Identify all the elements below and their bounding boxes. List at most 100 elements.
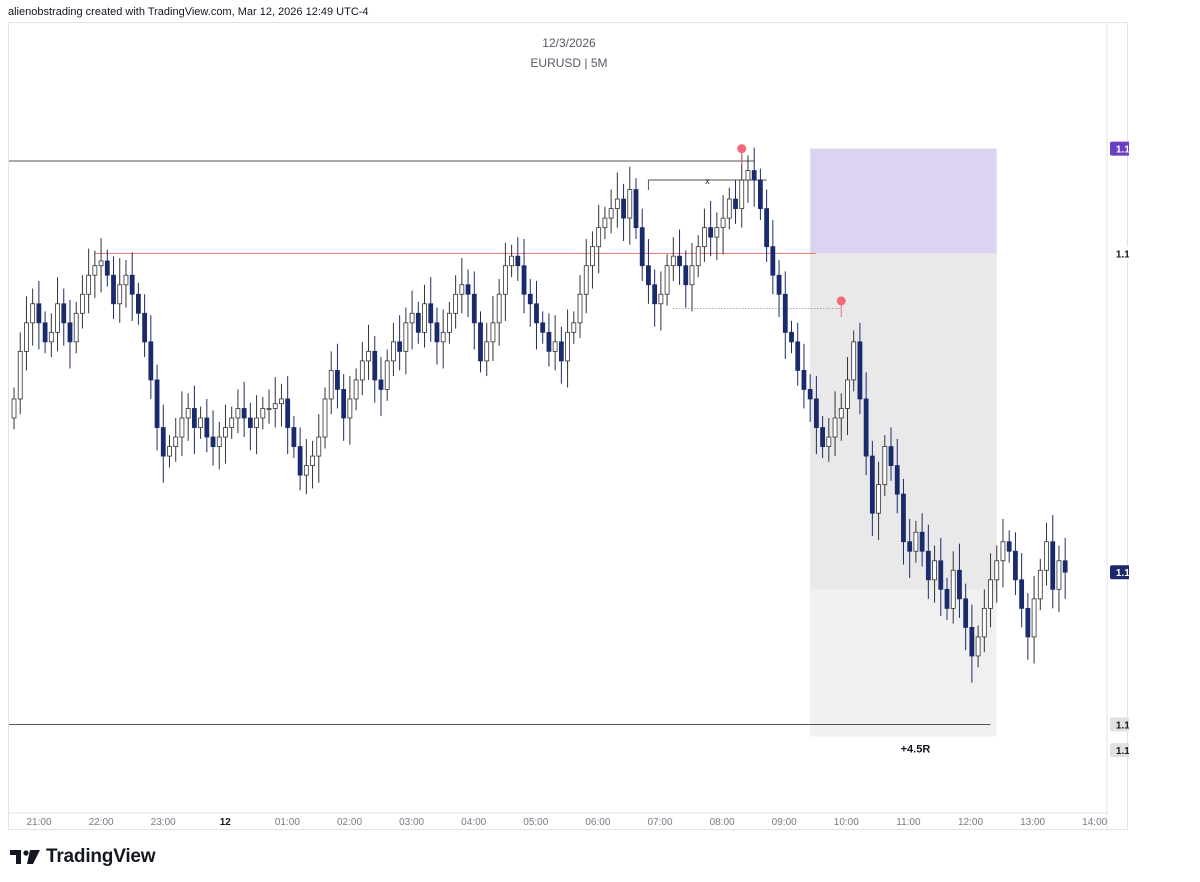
- candle[interactable]: [714, 227, 720, 238]
- candle[interactable]: [863, 398, 869, 457]
- candle[interactable]: [223, 427, 228, 438]
- candle[interactable]: [1056, 560, 1062, 590]
- candle[interactable]: [869, 455, 875, 514]
- candle[interactable]: [857, 341, 863, 400]
- candle[interactable]: [851, 341, 857, 381]
- candle[interactable]: [30, 303, 36, 324]
- candle[interactable]: [459, 284, 465, 295]
- candle[interactable]: [359, 360, 365, 381]
- candle[interactable]: [876, 484, 881, 514]
- candle[interactable]: [552, 341, 558, 352]
- candle[interactable]: [969, 626, 975, 657]
- candle[interactable]: [279, 398, 284, 405]
- candle[interactable]: [639, 227, 645, 267]
- candle[interactable]: [621, 198, 626, 219]
- candle[interactable]: [11, 398, 17, 419]
- candle[interactable]: [142, 312, 148, 343]
- candle[interactable]: [913, 531, 919, 552]
- price-badge[interactable]: [1110, 246, 1129, 261]
- candle[interactable]: [403, 322, 409, 352]
- candle[interactable]: [689, 265, 695, 286]
- candle[interactable]: [98, 260, 104, 267]
- candle[interactable]: [1000, 541, 1006, 562]
- candle[interactable]: [160, 427, 166, 457]
- candle[interactable]: [453, 293, 459, 314]
- candle[interactable]: [975, 636, 981, 657]
- swing-marker[interactable]: [737, 144, 747, 154]
- candle[interactable]: [241, 408, 247, 419]
- candle[interactable]: [770, 246, 776, 276]
- candle[interactable]: [185, 408, 191, 419]
- candle[interactable]: [129, 274, 135, 295]
- candle[interactable]: [353, 379, 359, 400]
- candle[interactable]: [291, 427, 297, 447]
- candle[interactable]: [322, 398, 328, 438]
- candle[interactable]: [310, 455, 315, 466]
- candle[interactable]: [838, 408, 844, 419]
- candle[interactable]: [1025, 607, 1031, 638]
- candle[interactable]: [148, 341, 154, 381]
- candle[interactable]: [664, 265, 670, 295]
- candle[interactable]: [17, 350, 23, 400]
- price-badge[interactable]: [1110, 717, 1129, 732]
- candle[interactable]: [434, 322, 440, 343]
- candle[interactable]: [104, 260, 110, 276]
- candle[interactable]: [1013, 550, 1018, 581]
- candle[interactable]: [1050, 541, 1056, 590]
- candle[interactable]: [42, 322, 48, 343]
- profit-zone-target[interactable]: [810, 589, 997, 737]
- candle[interactable]: [328, 370, 334, 400]
- candle[interactable]: [48, 331, 54, 343]
- candle[interactable]: [316, 436, 322, 457]
- candle[interactable]: [602, 217, 608, 229]
- candle[interactable]: [963, 598, 969, 628]
- candle[interactable]: [1044, 541, 1049, 571]
- candle[interactable]: [73, 312, 79, 343]
- candle[interactable]: [55, 303, 60, 333]
- candle[interactable]: [372, 350, 378, 381]
- candle[interactable]: [341, 389, 347, 419]
- candle[interactable]: [384, 360, 390, 390]
- candle[interactable]: [1037, 569, 1043, 600]
- candle[interactable]: [335, 370, 340, 390]
- candle[interactable]: [285, 398, 291, 428]
- candle[interactable]: [845, 379, 850, 409]
- candle[interactable]: [502, 265, 508, 295]
- candle[interactable]: [117, 284, 123, 305]
- candle[interactable]: [272, 403, 278, 409]
- candle[interactable]: [415, 312, 421, 333]
- candle[interactable]: [720, 217, 726, 229]
- candle[interactable]: [422, 303, 427, 333]
- candle[interactable]: [758, 179, 763, 210]
- candle[interactable]: [440, 331, 446, 343]
- candle[interactable]: [24, 322, 29, 352]
- candle[interactable]: [596, 227, 602, 248]
- candle[interactable]: [123, 274, 129, 286]
- candle[interactable]: [484, 341, 490, 362]
- candle[interactable]: [465, 284, 471, 295]
- price-badge[interactable]: [1110, 743, 1129, 758]
- candle[interactable]: [801, 370, 807, 390]
- candle[interactable]: [944, 588, 950, 609]
- candle[interactable]: [198, 417, 204, 428]
- candle[interactable]: [888, 446, 894, 466]
- candle[interactable]: [61, 303, 67, 324]
- candle[interactable]: [92, 265, 98, 276]
- candle[interactable]: [546, 331, 552, 352]
- candle[interactable]: [677, 255, 682, 267]
- stop-loss-zone[interactable]: [810, 148, 997, 254]
- candle[interactable]: [36, 303, 42, 324]
- candle[interactable]: [527, 293, 533, 305]
- candle[interactable]: [397, 341, 403, 352]
- candle[interactable]: [789, 331, 794, 343]
- candle[interactable]: [409, 312, 415, 324]
- candle[interactable]: [652, 284, 658, 305]
- candle[interactable]: [297, 446, 303, 476]
- candle[interactable]: [751, 170, 757, 181]
- candle[interactable]: [509, 255, 515, 267]
- candle[interactable]: [1019, 579, 1025, 609]
- candle[interactable]: [210, 436, 216, 447]
- candle[interactable]: [988, 579, 993, 609]
- candle[interactable]: [608, 208, 614, 219]
- candle[interactable]: [670, 255, 676, 267]
